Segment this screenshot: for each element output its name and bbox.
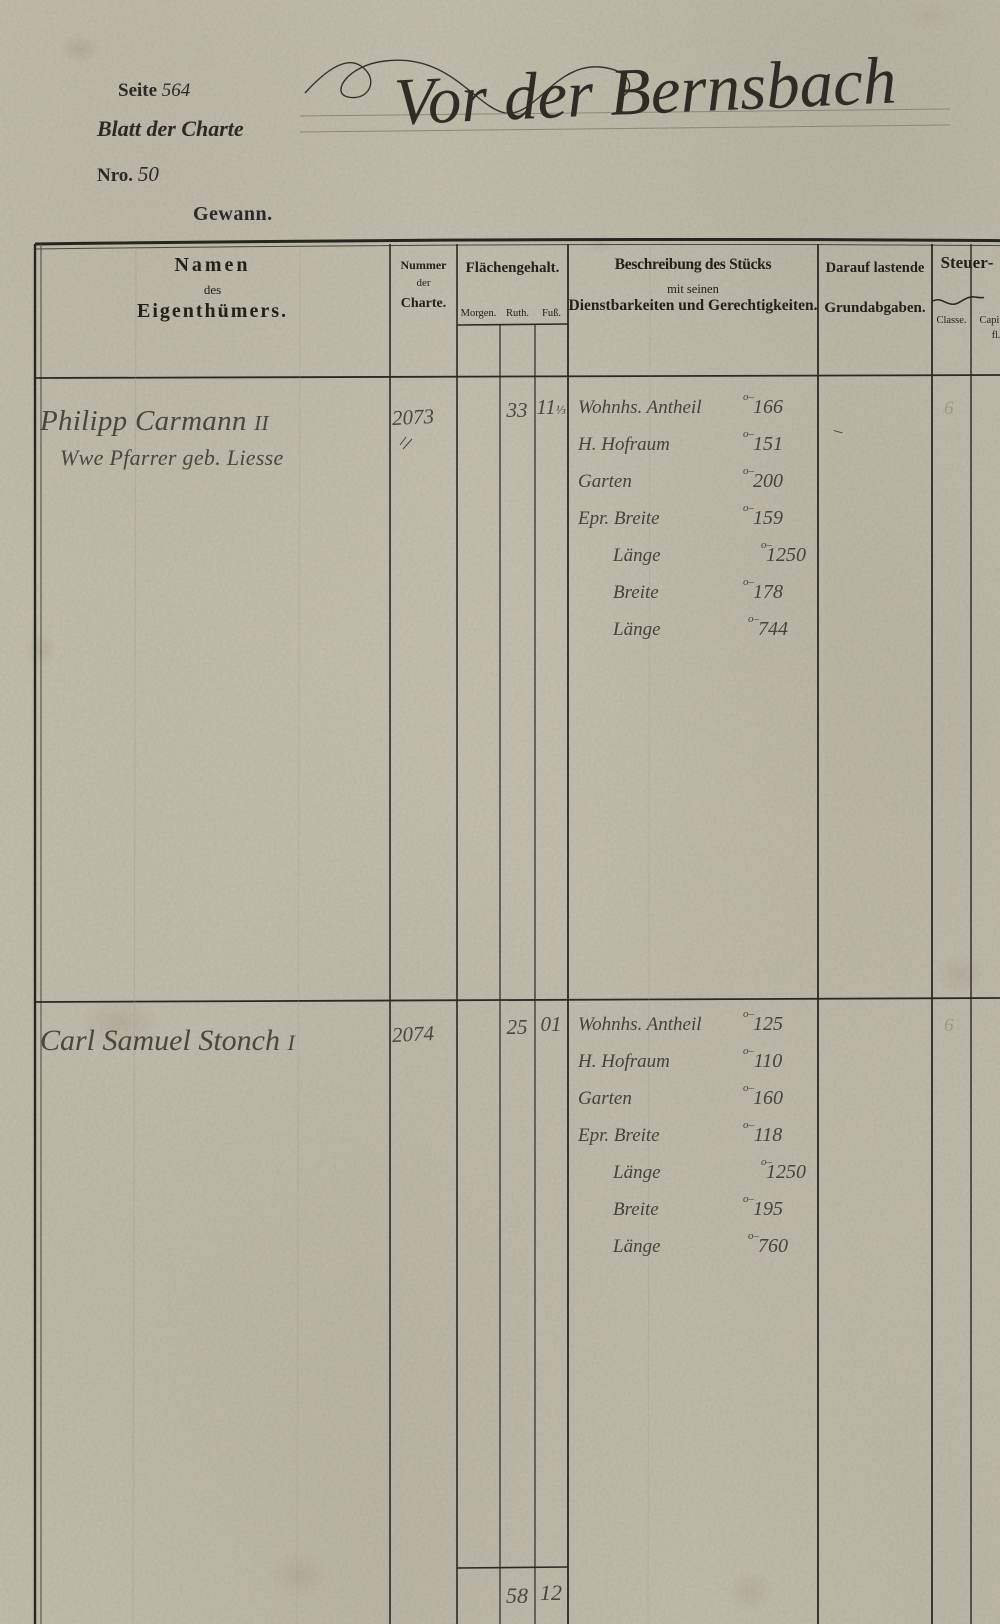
svg-text:125: 125 <box>753 1013 783 1035</box>
svg-text:160: 160 <box>753 1087 783 1109</box>
svg-text:H. Hofraum: H. Hofraum <box>578 434 670 455</box>
svg-text:118: 118 <box>754 1124 783 1146</box>
svg-text:Epr. Breite: Epr. Breite <box>578 1125 660 1146</box>
svg-text:Carl Samuel Stonch I: Carl Samuel Stonch I <box>40 1024 297 1057</box>
svg-text:Länge: Länge <box>612 619 661 640</box>
svg-text:151: 151 <box>753 433 783 455</box>
svg-text:Breite: Breite <box>613 1199 659 1220</box>
svg-text:166: 166 <box>753 396 783 418</box>
svg-text:Philipp Carmann II: Philipp Carmann II <box>40 405 270 437</box>
svg-text:1250: 1250 <box>766 1161 806 1183</box>
svg-text:Wwe Pfarrer geb. Liesse: Wwe Pfarrer geb. Liesse <box>60 445 284 470</box>
svg-text:Wohnhs. Antheil: Wohnhs. Antheil <box>578 397 702 418</box>
svg-text:Epr. Breite: Epr. Breite <box>578 508 660 529</box>
svg-text:Länge: Länge <box>612 1236 661 1257</box>
svg-text:195: 195 <box>753 1198 783 1220</box>
svg-text:178: 178 <box>753 581 783 603</box>
svg-text:200: 200 <box>753 470 783 492</box>
svg-text:Breite: Breite <box>613 582 659 603</box>
svg-text:110: 110 <box>754 1050 783 1072</box>
svg-text:159: 159 <box>753 507 783 529</box>
svg-text:Länge: Länge <box>612 1162 661 1183</box>
svg-text:760: 760 <box>758 1235 788 1257</box>
svg-text:H. Hofraum: H. Hofraum <box>578 1051 670 1072</box>
svg-text:Garten: Garten <box>578 1088 632 1109</box>
svg-text:1250: 1250 <box>766 544 806 566</box>
svg-text:Garten: Garten <box>578 471 632 492</box>
svg-text:744: 744 <box>758 618 788 640</box>
svg-text:Länge: Länge <box>612 545 661 566</box>
svg-text:Wohnhs. Antheil: Wohnhs. Antheil <box>578 1014 702 1035</box>
